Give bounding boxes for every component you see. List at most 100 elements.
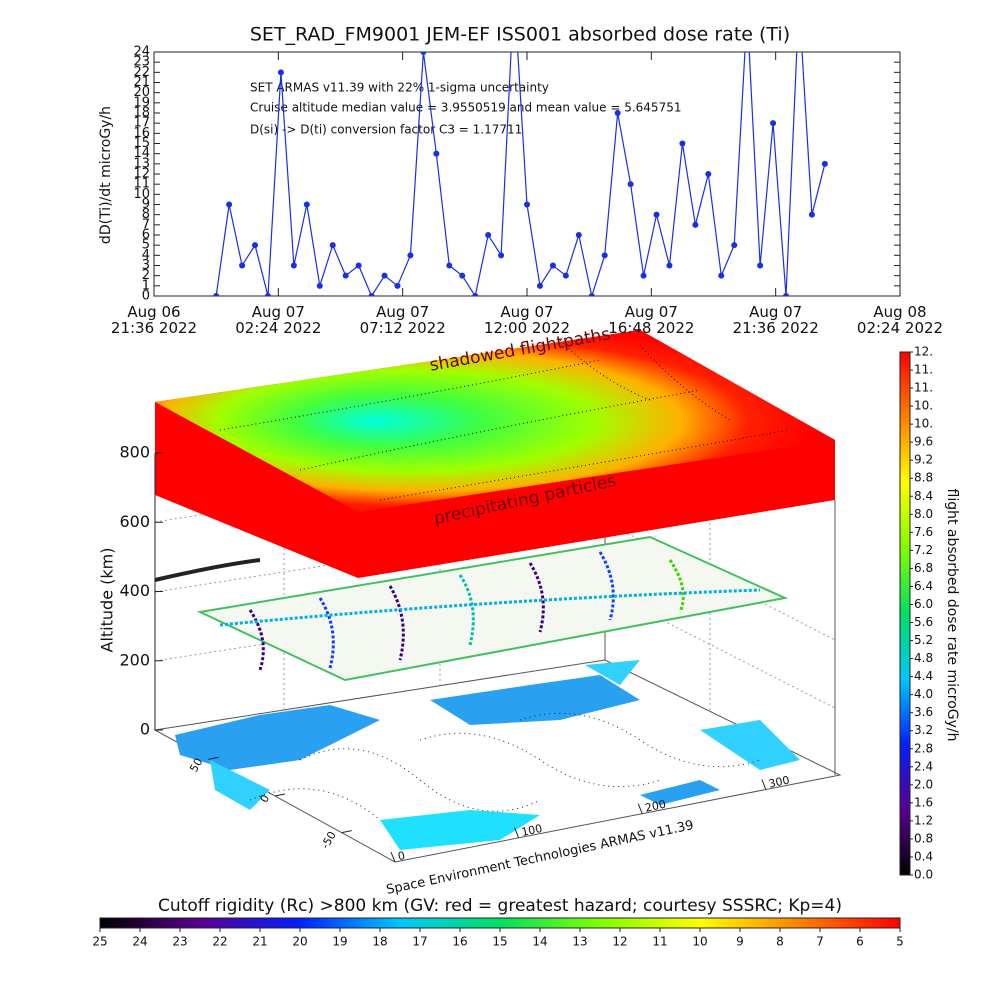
x-tick-label: 100: [520, 822, 543, 839]
slab-top: [155, 330, 835, 512]
colorbar-tick-label: 11: [652, 935, 667, 949]
colorbar-label: flight absorbed dose rate microGy/h: [944, 489, 960, 742]
y-tick-label: 50: [187, 756, 205, 775]
point: [277, 69, 284, 76]
point: [226, 201, 233, 208]
colorbar-tick-label: 0.8: [914, 831, 933, 845]
colorbar-tick-label: 0.0: [914, 868, 933, 882]
y-tick: [341, 830, 352, 834]
point: [290, 262, 297, 269]
point: [718, 272, 725, 279]
point: [498, 252, 505, 259]
colorbar-tick-label: 23: [172, 935, 187, 949]
point: [588, 293, 595, 296]
x-tick-label: 200: [644, 798, 667, 815]
point: [770, 120, 777, 127]
point: [239, 262, 246, 269]
y-tick-label: 22: [133, 65, 150, 80]
point: [614, 110, 621, 116]
ground-tracks: [249, 712, 761, 821]
colorbar-tick-label: 6.4: [914, 579, 933, 593]
colorbar-tick-label: 0.4: [914, 849, 933, 863]
colorbar-tick-label: 22: [212, 935, 227, 949]
y-tick-label: 5: [142, 238, 150, 253]
point: [640, 272, 647, 279]
y-tick: [208, 756, 219, 760]
y-tick-label: 6: [142, 228, 150, 243]
x-tick: [761, 779, 767, 790]
colorbar-tick-label: 15: [492, 935, 507, 949]
x-tick: [390, 851, 396, 863]
y-tick-label: 24: [133, 45, 150, 60]
y-tick-label: 20: [133, 85, 150, 100]
point: [783, 293, 790, 296]
colorbar-tick-label: 19: [332, 935, 347, 949]
colorbar-tick-label: 2.0: [914, 777, 933, 791]
colorbar-tick-label: 8: [776, 935, 784, 949]
y-tick-label: 8: [142, 207, 150, 222]
point: [692, 221, 699, 228]
colorbar-tick-label: 14: [532, 935, 547, 949]
line: [215, 52, 826, 296]
point: [679, 140, 686, 147]
colorbar-tick-label: 25: [92, 935, 107, 949]
y-tick-label: 0: [142, 289, 150, 304]
colorbar-tick-label: 5: [896, 935, 904, 949]
colorbar-tick-label: 3.2: [914, 723, 933, 737]
z-tick-label: 200: [119, 650, 150, 669]
y-tick-label: 1: [142, 278, 150, 293]
colorbar-tick-label: 9.2: [914, 453, 933, 467]
y-tick-label: 3: [142, 258, 150, 273]
point: [264, 293, 271, 296]
point: [342, 272, 349, 279]
x-tick-label: Aug 08 02:24 2022: [856, 303, 944, 337]
colorbar-tick-label: 7.6: [914, 525, 933, 539]
y-tick-label: 4: [142, 248, 150, 263]
point: [705, 171, 712, 177]
colorbar-tick-label: 16: [452, 935, 467, 949]
z-tick-label: 0: [140, 720, 150, 739]
annotation: SET ARMAS v11.39 with 22% 1-sigma uncert…: [250, 81, 549, 95]
chart-title: SET_RAD_FM9001 JEM-EF ISS001 absorbed do…: [250, 24, 790, 46]
point: [808, 211, 815, 218]
y-tick-label: 14: [133, 146, 150, 161]
y-tick-label: 13: [133, 156, 150, 171]
x-tick-label: Aug 07 16:48 2022: [608, 303, 695, 337]
x-tick-label: 300: [767, 774, 790, 791]
y-tick-label: 2: [142, 268, 150, 283]
colorbar-tick-label: 6.0: [914, 597, 933, 611]
colorbar-tick-label: 5.2: [914, 633, 933, 647]
colorbar: [99, 917, 901, 929]
point: [252, 242, 259, 249]
colorbar: [899, 351, 911, 876]
annotation: Cruise altitude median value = 3.9550519…: [250, 101, 681, 115]
point: [536, 282, 543, 289]
point: [627, 181, 634, 188]
x-tick: [637, 803, 643, 814]
colorbar-tick-label: 11.: [914, 363, 933, 377]
point: [213, 293, 220, 296]
point: [731, 242, 738, 249]
colorbar-tick-label: 9.6: [914, 435, 933, 449]
point: [666, 262, 673, 269]
y-tick-label: 19: [133, 95, 150, 110]
y-tick-label: 18: [133, 106, 150, 121]
y-tick-label: 11: [133, 177, 150, 192]
point: [355, 262, 362, 269]
point: [394, 282, 401, 289]
y-tick-label: 10: [133, 187, 150, 202]
x-tick-label: 0: [397, 849, 407, 863]
point: [407, 252, 414, 259]
colorbar-tick-label: 7.2: [914, 543, 933, 557]
colorbar-tick-label: 10.: [914, 399, 933, 413]
colorbar-tick-label: 13: [572, 935, 587, 949]
point: [433, 150, 440, 157]
colorbar-tick-label: 1.2: [914, 813, 933, 827]
x-tick-label: Aug 07 21:36 2022: [732, 303, 819, 337]
x-tick-label: Aug 07 02:24 2022: [235, 303, 322, 337]
colorbar-tick-label: 17: [412, 935, 427, 949]
z-tick-label: 600: [119, 512, 150, 531]
colorbar-tick-label: 10: [692, 935, 707, 949]
point: [744, 8, 750, 14]
